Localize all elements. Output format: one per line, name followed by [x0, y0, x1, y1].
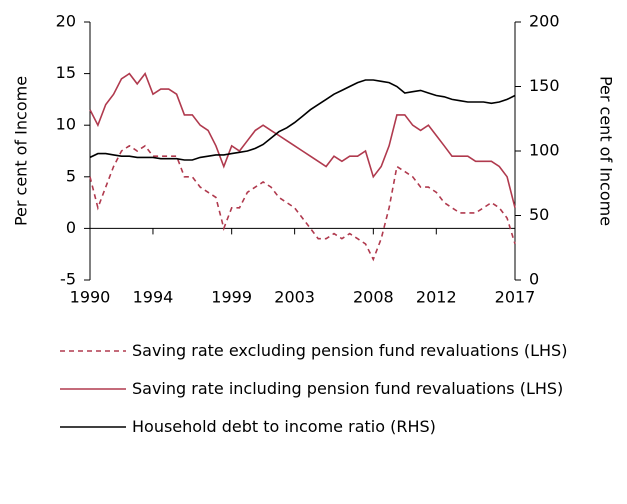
x-tick-label: 2003: [274, 288, 315, 307]
y2-tick-label: 200: [529, 12, 560, 31]
legend-item: Household debt to income ratio (RHS): [60, 414, 620, 440]
legend-label: Saving rate including pension fund reval…: [132, 379, 564, 398]
y2-tick-label: 0: [529, 270, 539, 289]
y-axis-title: Per cent of Income: [12, 76, 31, 226]
y2-tick-label: 100: [529, 141, 560, 160]
legend: Saving rate excluding pension fund reval…: [60, 338, 620, 452]
series-line: [89, 144, 516, 262]
x-tick-label: 1990: [70, 288, 111, 307]
y2-axis-title: Per cent of Income: [597, 76, 616, 226]
legend-swatch: [60, 426, 126, 428]
y-tick-label: 0: [66, 218, 76, 237]
y2-tick-label: 50: [529, 205, 549, 224]
y-tick-label: 10: [56, 115, 76, 134]
legend-label: Household debt to income ratio (RHS): [132, 417, 436, 436]
legend-swatch: [60, 350, 126, 352]
x-tick-label: 2012: [416, 288, 457, 307]
x-tick-label: 2017: [495, 288, 536, 307]
x-tick-label: 1999: [211, 288, 252, 307]
y-tick-label: 15: [56, 63, 76, 82]
series-line: [89, 79, 516, 161]
y-tick-label: 20: [56, 12, 76, 31]
legend-item: Saving rate excluding pension fund reval…: [60, 338, 620, 364]
y-tick-label: 5: [66, 166, 76, 185]
series-line: [89, 71, 516, 208]
legend-item: Saving rate including pension fund reval…: [60, 376, 620, 402]
legend-swatch: [60, 388, 126, 390]
x-tick-label: 2008: [353, 288, 394, 307]
x-tick-label: 1994: [133, 288, 174, 307]
y2-tick-label: 150: [529, 76, 560, 95]
y-tick-label: -5: [60, 270, 76, 289]
legend-label: Saving rate excluding pension fund reval…: [132, 341, 568, 360]
